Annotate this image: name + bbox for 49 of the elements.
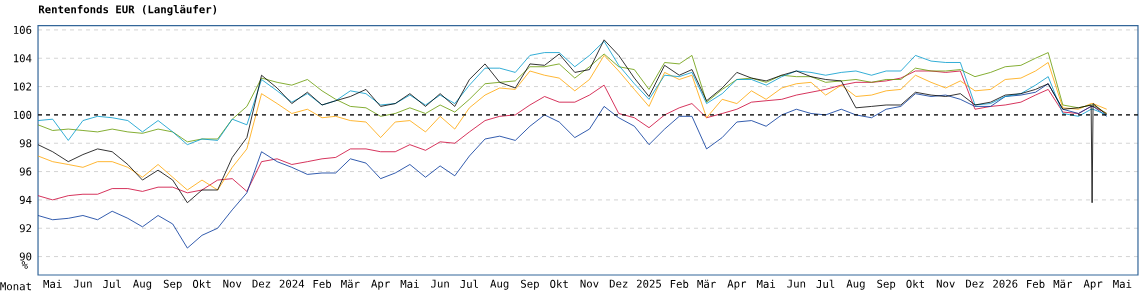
x-tick-label: Feb [313, 279, 332, 288]
x-tick-label: Mär [697, 279, 716, 288]
x-tick-label: Apr [727, 279, 747, 290]
y-axis-title: % [21, 261, 28, 269]
x-tick-label: 2024 [279, 279, 305, 288]
x-tick-label: Apr [1083, 279, 1103, 290]
x-tick-label: Jun [431, 279, 449, 288]
y-tick-label: 96 [19, 167, 32, 176]
x-tick-label: Sep [877, 279, 896, 290]
x-axis-title: Monat [0, 282, 31, 291]
x-tick-label: Dez [966, 279, 984, 288]
x-tick-label: Sep [163, 279, 182, 290]
x-tick-label: Mär [341, 279, 360, 288]
x-tick-label: 2026 [993, 279, 1018, 288]
x-tick-label: Aug [846, 279, 865, 290]
x-tick-label: 2025 [636, 279, 661, 288]
x-tick-label: Nov [223, 279, 242, 288]
x-tick-label: Dez [252, 279, 271, 288]
x-tick-label: Jun [73, 279, 92, 288]
y-tick-label: 92 [19, 224, 32, 233]
x-tick-label: Sep [521, 279, 539, 290]
x-tick-label: Aug [133, 279, 152, 290]
x-tick-label: Aug [490, 279, 509, 290]
x-tick-label: Okt [192, 279, 211, 288]
x-tick-label: Feb [670, 279, 689, 288]
x-tick-label: Jul [103, 279, 121, 288]
x-tick-label: Mai [400, 279, 419, 288]
x-tick-label: Okt [906, 279, 925, 288]
x-tick-label: Mai [1113, 279, 1132, 288]
y-tick-label: 90 [19, 252, 32, 261]
x-tick-label: Jul [816, 279, 835, 288]
chart-title: Rentenfonds EUR (Langläufer) [38, 4, 217, 16]
y-tick-label: 98 [19, 139, 32, 148]
y-tick-label: 104 [13, 54, 32, 63]
x-tick-label: Nov [936, 279, 955, 288]
x-tick-label: Dez [609, 279, 628, 288]
x-tick-label: Mai [43, 279, 62, 288]
x-tick-label: Feb [1027, 279, 1045, 288]
y-tick-label: 102 [13, 82, 32, 91]
y-tick-label: 100 [13, 110, 32, 119]
x-tick-label: Nov [580, 279, 599, 288]
x-tick-label: Okt [550, 279, 568, 288]
x-tick-label: Mär [1053, 279, 1073, 288]
x-tick-label: Apr [371, 279, 390, 290]
y-tick-label: 94 [19, 195, 32, 204]
x-tick-label: Jul [460, 279, 478, 288]
x-tick-label: Mai [756, 279, 776, 288]
x-tick-label: Jun [787, 279, 806, 288]
y-tick-label: 106 [13, 25, 32, 34]
